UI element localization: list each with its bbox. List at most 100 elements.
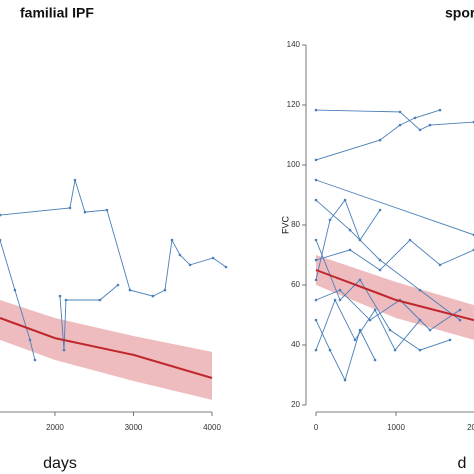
- data-point: [418, 288, 422, 292]
- data-point: [398, 110, 402, 114]
- data-point: [358, 328, 362, 332]
- data-point: [314, 298, 318, 302]
- data-point: [338, 288, 342, 292]
- y-tick-label: 120: [287, 100, 301, 109]
- data-point: [13, 288, 17, 292]
- data-point: [73, 178, 77, 182]
- data-point: [0, 213, 2, 217]
- data-point: [33, 358, 37, 362]
- data-point: [413, 116, 417, 120]
- data-point: [314, 108, 318, 112]
- data-point: [438, 108, 442, 112]
- data-point: [398, 123, 402, 127]
- x-tick-label: 0: [314, 423, 319, 432]
- data-point: [314, 278, 318, 282]
- data-point: [116, 283, 120, 287]
- fit-line: [0, 317, 213, 379]
- data-point: [378, 208, 382, 212]
- data-point: [378, 258, 382, 262]
- data-point: [428, 123, 432, 127]
- data-point: [378, 268, 382, 272]
- data-point: [170, 238, 174, 242]
- chart-title: spor: [445, 5, 474, 21]
- trajectory: [315, 239, 474, 271]
- y-tick-label: 140: [287, 40, 301, 49]
- y-tick-label: 60: [291, 280, 300, 289]
- trajectory: [315, 319, 376, 382]
- data-point: [314, 178, 318, 182]
- data-point: [388, 328, 392, 332]
- x-tick-label: 1000: [387, 423, 405, 432]
- chart-title: familial IPF: [20, 5, 94, 21]
- data-point: [83, 210, 87, 214]
- trajectory: [315, 179, 474, 236]
- data-point: [458, 318, 462, 322]
- data-point: [314, 158, 318, 162]
- data-point: [458, 308, 462, 312]
- trajectory: [315, 289, 461, 331]
- data-point: [224, 265, 228, 269]
- data-point: [314, 318, 318, 322]
- data-point: [105, 208, 109, 212]
- trajectory: [0, 239, 36, 361]
- data-point: [353, 338, 357, 342]
- data-point: [314, 198, 318, 202]
- x-tick-label: 4000: [203, 423, 221, 432]
- data-point: [368, 318, 372, 322]
- x-axis-label: days: [43, 455, 77, 472]
- data-point: [428, 328, 432, 332]
- data-point: [314, 238, 318, 242]
- trajectory: [315, 239, 451, 351]
- data-point: [348, 228, 352, 232]
- y-axis-label: FVC: [280, 215, 290, 234]
- data-point: [343, 378, 347, 382]
- x-axis-label: d: [458, 455, 467, 472]
- data-point: [64, 298, 68, 302]
- y-tick-label: 80: [291, 220, 300, 229]
- data-point: [358, 238, 362, 242]
- data-point: [314, 348, 318, 352]
- data-point: [178, 253, 182, 257]
- y-tick-label: 40: [291, 340, 300, 349]
- data-point: [338, 298, 342, 302]
- data-point: [373, 358, 377, 362]
- data-point: [418, 348, 422, 352]
- data-point: [358, 278, 362, 282]
- data-point: [188, 263, 192, 267]
- data-point: [418, 128, 422, 132]
- trajectory: [315, 298, 421, 351]
- data-point: [393, 348, 397, 352]
- confidence-band: [316, 255, 474, 340]
- trajectory: [315, 109, 441, 161]
- fit-line: [315, 269, 474, 322]
- data-point: [343, 198, 347, 202]
- data-point: [448, 338, 452, 342]
- data-point: [348, 248, 352, 252]
- data-point: [163, 288, 167, 292]
- data-point: [408, 238, 412, 242]
- data-point: [378, 138, 382, 142]
- trajectory: [0, 179, 227, 297]
- data-point: [418, 318, 422, 322]
- data-point: [328, 348, 332, 352]
- data-point: [28, 338, 32, 342]
- data-point: [328, 218, 332, 222]
- data-point: [373, 308, 377, 312]
- y-tick-label: 20: [291, 400, 300, 409]
- y-tick-label: 100: [287, 160, 301, 169]
- data-point: [128, 288, 132, 292]
- data-point: [333, 298, 337, 302]
- data-point: [62, 348, 66, 352]
- data-point: [438, 263, 442, 267]
- data-point: [0, 238, 2, 242]
- data-point: [58, 294, 62, 298]
- trajectory: [315, 109, 474, 131]
- data-point: [68, 206, 72, 210]
- x-tick-label: 3000: [125, 423, 143, 432]
- data-point: [211, 256, 215, 260]
- data-point: [98, 298, 102, 302]
- data-point: [314, 258, 318, 262]
- data-point: [151, 294, 155, 298]
- x-tick-label: 2000: [467, 423, 474, 432]
